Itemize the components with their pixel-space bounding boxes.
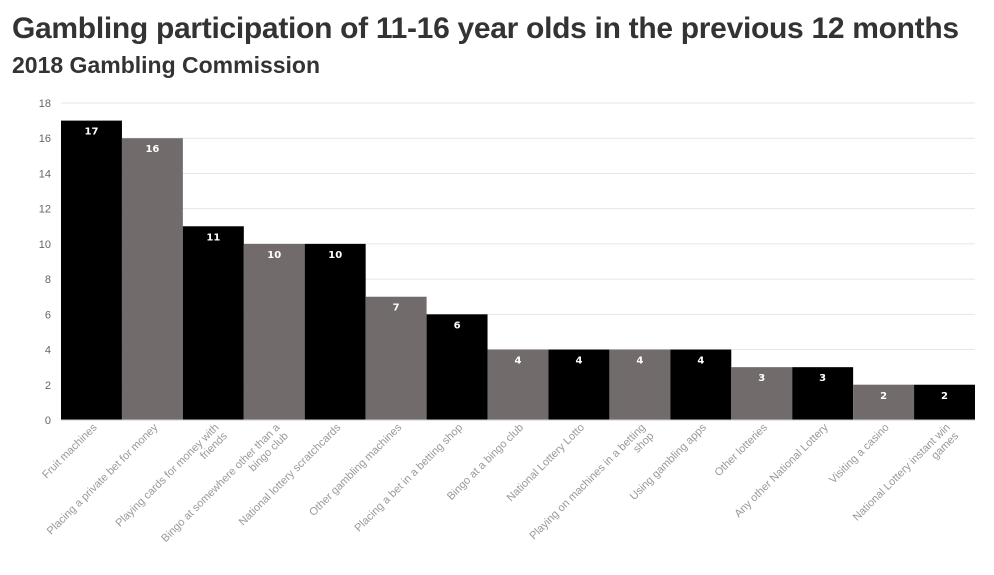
x-category-label: Visiting a casino — [827, 422, 892, 487]
y-tick-label: 8 — [45, 274, 51, 286]
y-tick-label: 6 — [45, 309, 51, 321]
y-tick-label: 2 — [45, 380, 51, 392]
x-category-label: National lottery scratchcards — [237, 421, 344, 528]
bar — [548, 349, 610, 420]
x-category-label-line: Playing cards for money with — [114, 422, 222, 530]
bar — [61, 120, 122, 420]
x-category-label-line: Placing a private bet for money — [45, 421, 161, 537]
bar-value-label: 4 — [575, 356, 582, 367]
bar — [487, 349, 549, 420]
y-tick-label: 16 — [39, 133, 51, 145]
bar — [365, 296, 427, 420]
bar — [731, 367, 793, 420]
x-category-label: Fruit machines — [40, 421, 100, 481]
x-category-label: Placing a bet in a betting shop — [352, 422, 465, 535]
bar — [304, 243, 366, 420]
bar-value-label: 16 — [145, 144, 159, 155]
bar — [792, 367, 854, 420]
bar-value-label: 17 — [85, 127, 99, 138]
bar-value-label: 3 — [758, 373, 765, 384]
bar — [914, 384, 975, 420]
y-tick-label: 4 — [45, 345, 51, 357]
bar — [182, 226, 244, 420]
y-tick-label: 14 — [39, 168, 51, 180]
bar-value-label: 4 — [697, 356, 704, 367]
bar-value-label: 11 — [206, 232, 220, 243]
bar-value-label: 10 — [328, 250, 342, 261]
x-category-label-line: Other lotteries — [713, 421, 771, 479]
bar-value-label: 3 — [819, 373, 826, 384]
data-labels: 17 16 11 10 10 7 6 4 4 4 4 3 3 2 2 — [85, 127, 949, 402]
bar — [853, 384, 915, 420]
x-category-label-line: Visiting a casino — [827, 422, 892, 487]
bar — [426, 314, 488, 420]
bar-value-label: 10 — [267, 250, 281, 261]
x-category-label-line: Fruit machines — [40, 421, 100, 481]
bar-value-label: 4 — [515, 356, 522, 367]
bar — [121, 138, 183, 420]
y-tick-label: 12 — [39, 204, 51, 216]
bar-value-label: 7 — [393, 303, 400, 314]
x-category-label-line: Placing a bet in a betting shop — [352, 422, 465, 535]
y-tick-label: 10 — [39, 239, 51, 251]
chart-subtitle: 2018 Gambling Commission — [12, 52, 321, 78]
y-tick-label: 18 — [39, 98, 51, 110]
x-category-label-line: National lottery scratchcards — [237, 421, 344, 528]
bar-value-label: 4 — [636, 356, 643, 367]
bar — [243, 243, 305, 420]
x-category-label: Playing cards for money withfriends — [114, 421, 231, 538]
x-category-label: Other lotteries — [713, 421, 771, 479]
y-tick-label: 0 — [45, 415, 51, 427]
x-category-label: Placing a private bet for money — [45, 421, 161, 537]
x-category-label-line: National Lottery instant win — [851, 422, 953, 524]
bar-value-label: 2 — [941, 391, 948, 402]
x-category-label-line: Playing on machines in a betting — [528, 422, 648, 542]
chart-title: Gambling participation of 11-16 year old… — [12, 12, 959, 45]
bar-value-label: 6 — [454, 320, 461, 331]
bar — [609, 349, 671, 420]
bar — [670, 349, 732, 420]
bars — [61, 120, 975, 420]
bar-value-label: 2 — [880, 391, 887, 402]
y-axis-tick-labels: 0 2 4 6 8 10 12 14 16 18 — [39, 98, 51, 427]
